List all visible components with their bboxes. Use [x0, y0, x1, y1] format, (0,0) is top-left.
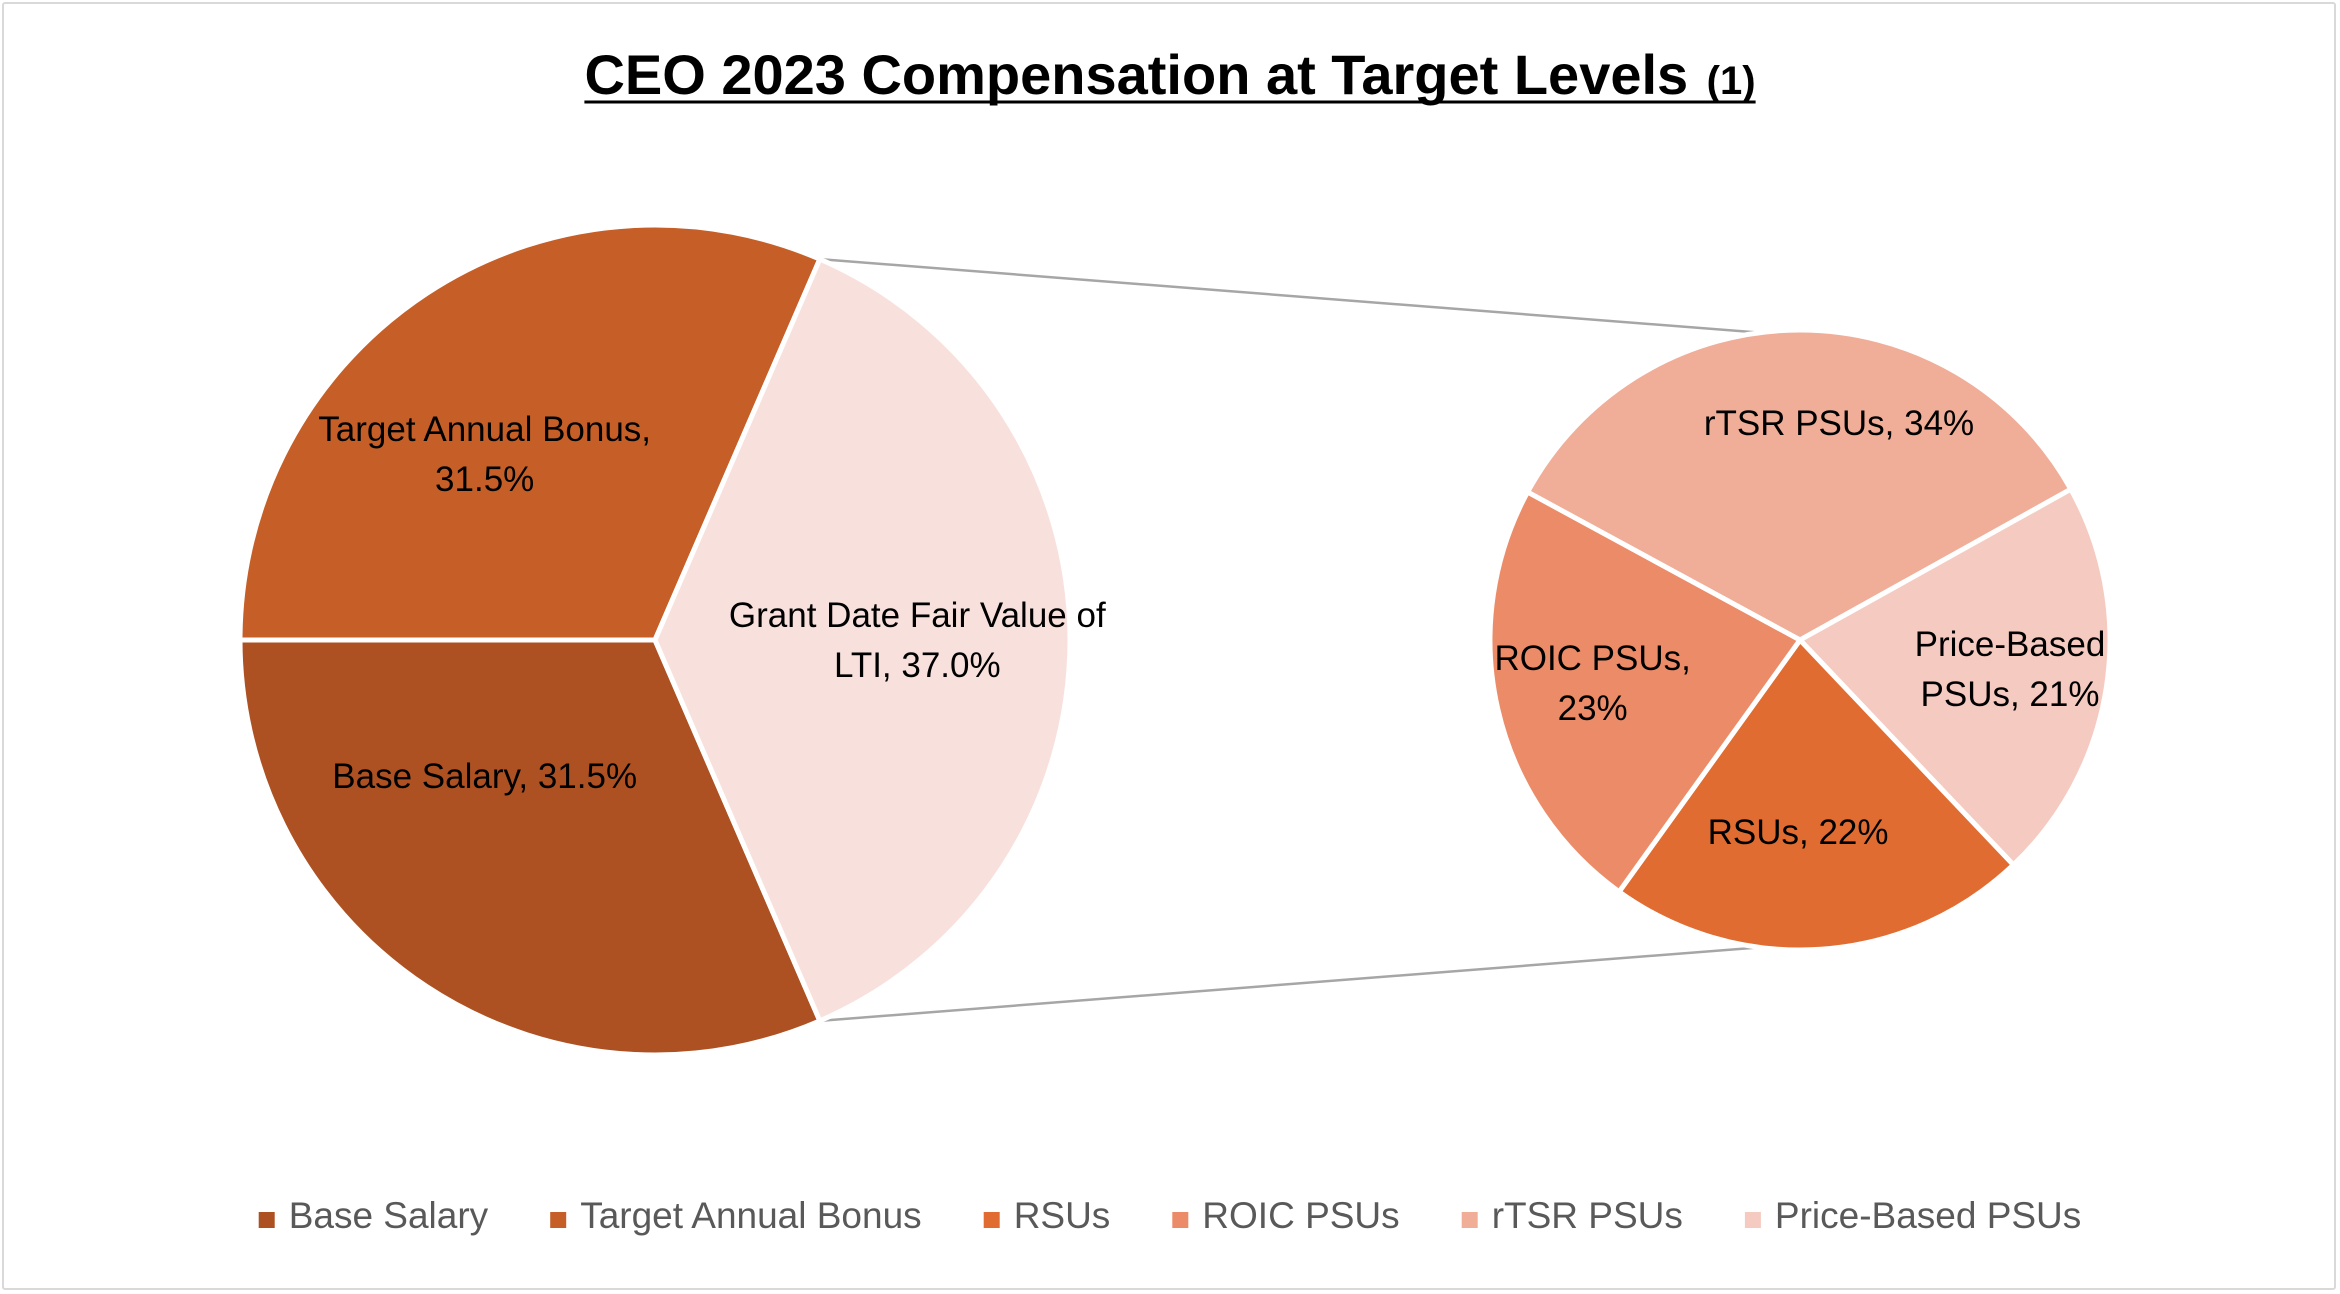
chart-title-text: CEO 2023 Compensation at Target Levels	[584, 43, 1688, 106]
main-pie: Base Salary, 31.5% Target Annual Bonus, 31…	[237, 222, 1106, 1058]
main-pie-slice-base-salary	[237, 637, 823, 1058]
secondary-pie-label-rtsr-psus: rTSR PSUs, 34%	[1704, 404, 1974, 443]
legend-item-price-based-psus: Price-Based PSUs	[1744, 1195, 2081, 1236]
secondary-pie-slice-rsus	[1616, 637, 2016, 953]
secondary-pie-label-line: ROIC PSUs,	[1494, 639, 1690, 678]
legend-label: ROIC PSUs	[1202, 1195, 1399, 1236]
legend-item-base-salary: Base Salary	[258, 1195, 489, 1236]
main-pie-slice-target-annual-bonus	[237, 222, 823, 643]
chart-title: CEO 2023 Compensation at Target Levels (…	[584, 43, 1756, 106]
chart-title-note: (1)	[1707, 59, 1756, 103]
legend-item-target-annual-bonus: Target Annual Bonus	[550, 1195, 922, 1236]
legend-label: Target Annual Bonus	[580, 1195, 921, 1236]
main-pie-label-line: Base Salary, 31.5%	[332, 757, 637, 796]
main-pie-label-target-annual-bonus: Target Annual Bonus, 31.5%	[318, 410, 651, 499]
main-pie-label-line: Grant Date Fair Value of	[729, 596, 1106, 635]
secondary-pie-label-line: Price-Based	[1915, 625, 2106, 664]
secondary-pie-label-rsus: RSUs, 22%	[1708, 813, 1889, 852]
main-pie-label-line: LTI, 37.0%	[834, 646, 1001, 685]
main-pie-label-base-salary: Base Salary, 31.5%	[332, 757, 637, 796]
main-pie-label-line: 31.5%	[435, 460, 534, 499]
secondary-pie-slice-roic-psus	[1487, 489, 1803, 895]
legend-swatch	[1172, 1212, 1189, 1228]
legend-swatch	[1461, 1212, 1478, 1228]
legend-label: rTSR PSUs	[1492, 1195, 1683, 1236]
pie-connector-lines	[819, 257, 1791, 1023]
secondary-pie-label-line: 23%	[1558, 689, 1628, 728]
secondary-pie-label-roic-psus: ROIC PSUs, 23%	[1494, 639, 1690, 728]
main-pie-label-line: Target Annual Bonus,	[318, 410, 651, 449]
legend: Base Salary Target Annual Bonus RSUs ROIC P…	[258, 1195, 2081, 1236]
connector-line-top	[819, 257, 1791, 337]
secondary-pie-slice-price-based-psus	[1797, 486, 2113, 868]
legend-item-rsus: RSUs	[983, 1195, 1111, 1236]
svg-text:CEO 2023 Compensation at Targe: CEO 2023 Compensation at Target Levels (…	[584, 43, 1755, 106]
legend-swatch	[550, 1212, 567, 1228]
main-pie-slice-grant-date-fair-value-of-lti	[652, 256, 1073, 1024]
legend-label: RSUs	[1014, 1195, 1111, 1236]
secondary-pie-label-line: rTSR PSUs, 34%	[1704, 404, 1974, 443]
legend-swatch	[258, 1212, 275, 1228]
legend-label: Base Salary	[289, 1195, 489, 1236]
legend-label: Price-Based PSUs	[1775, 1195, 2081, 1236]
legend-item-rtsr-psus: rTSR PSUs	[1461, 1195, 1683, 1236]
secondary-pie-label-line: PSUs, 21%	[1921, 675, 2100, 714]
secondary-pie-label-line: RSUs, 22%	[1708, 813, 1889, 852]
legend-swatch	[983, 1212, 1000, 1228]
secondary-pie: rTSR PSUs, 34% Price-Based PSUs, 21% RSUs, …	[1487, 327, 2113, 953]
legend-item-roic-psus: ROIC PSUs	[1172, 1195, 1400, 1236]
secondary-pie-label-price-based-psus: Price-Based PSUs, 21%	[1915, 625, 2106, 714]
main-pie-label-grant-date-fair-value-of-lti: Grant Date Fair Value of LTI, 37.0%	[729, 596, 1106, 685]
legend-swatch	[1744, 1212, 1761, 1228]
connector-line-bottom	[819, 943, 1791, 1023]
